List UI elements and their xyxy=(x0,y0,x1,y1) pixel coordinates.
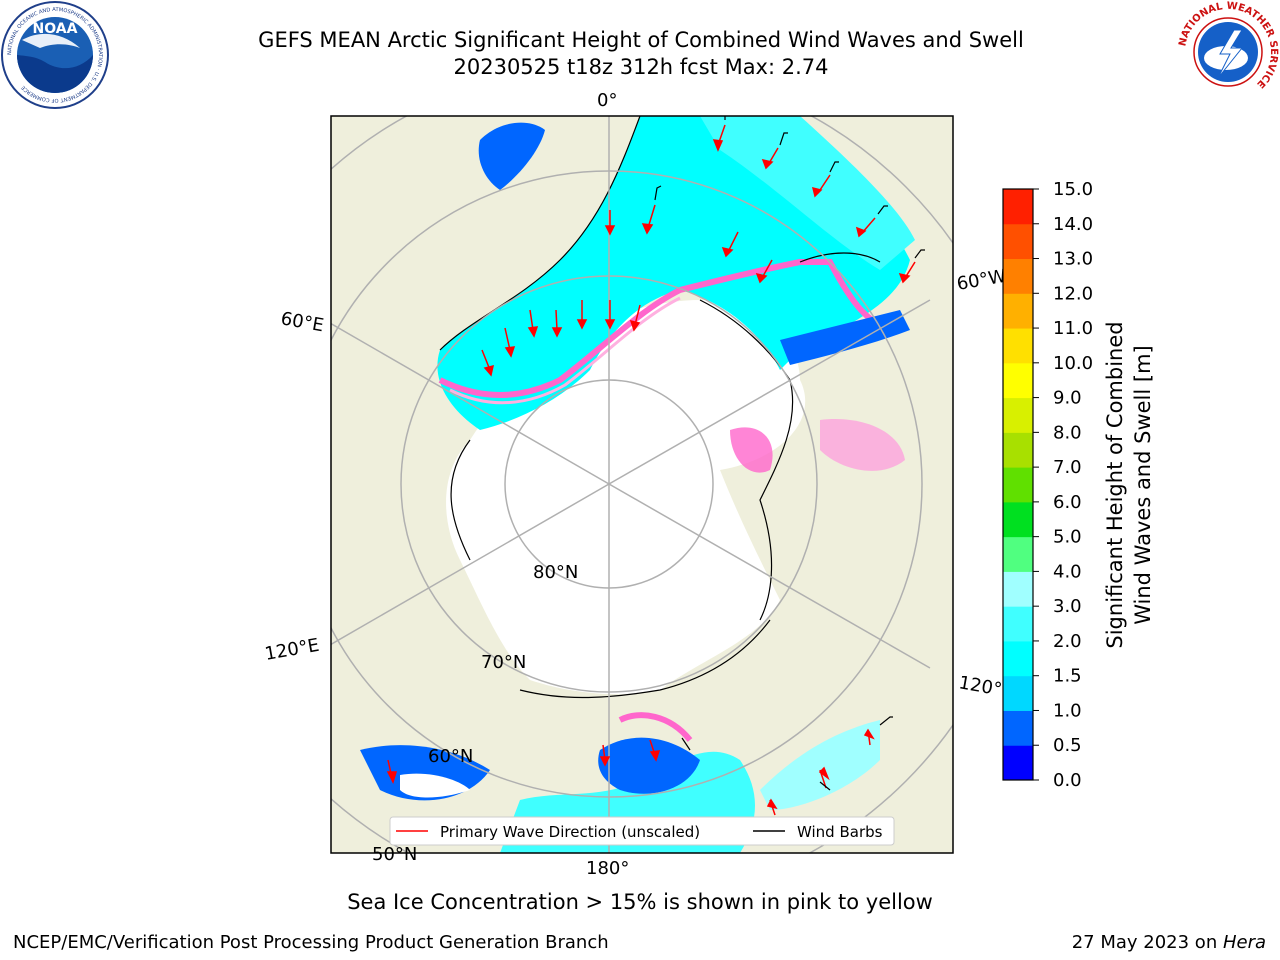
lon-label-120w: 120°W xyxy=(957,672,1021,703)
okhotsk-ice xyxy=(618,712,693,742)
colorbar-tick-label: 0.0 xyxy=(1053,770,1082,791)
map-frame xyxy=(330,115,954,854)
colorbar-segment xyxy=(1003,710,1033,746)
coastline xyxy=(439,116,881,699)
wave-direction-arrows xyxy=(386,124,916,816)
colorbar-tick-label: 6.0 xyxy=(1053,492,1082,513)
lon-label-60w: 60°W xyxy=(955,266,1008,295)
meridians xyxy=(331,116,931,853)
arctic-ocean-white xyxy=(446,300,806,695)
colorbar-segment xyxy=(1003,397,1033,433)
colorbar-segment xyxy=(1003,536,1033,572)
hudson-ice xyxy=(730,427,773,473)
colorbar-segment xyxy=(1003,640,1033,677)
colorbar-segment xyxy=(1003,675,1033,711)
map-title-line2: 20230525 t18z 312h fcst Max: 2.74 xyxy=(453,55,829,79)
north-pacific-waves xyxy=(760,720,880,810)
colorbar-tick-label: 2.0 xyxy=(1053,631,1082,652)
colorbar-tick-label: 0.5 xyxy=(1053,735,1082,756)
nws-logo-icon: NATIONAL WEATHER SERVICE xyxy=(1177,1,1279,102)
colorbar-segment xyxy=(1003,189,1033,225)
noaa-logo-icon: NOAA NATIONAL OCEANIC AND ATMOSPHERIC AD… xyxy=(1,1,109,109)
colorbar-segment xyxy=(1003,745,1033,781)
atlantic-waves xyxy=(437,116,910,430)
colorbar-tick-label: 14.0 xyxy=(1053,214,1093,235)
baffin-waves xyxy=(780,310,910,365)
svg-text:NOAA: NOAA xyxy=(33,21,78,37)
hudson-bay-inner xyxy=(400,773,470,798)
lat-label-50n: 50°N xyxy=(372,844,417,865)
colorbar-label-line1: Significant Height of Combined xyxy=(1103,321,1127,648)
colorbar-label-line2: Wind Waves and Swell [m] xyxy=(1131,345,1155,625)
footer-branch: NCEP/EMC/Verification Post Processing Pr… xyxy=(13,932,609,953)
ice-edge-atlantic-inner xyxy=(449,296,681,405)
graticule-labels: 80°N 70°N 60°N 50°N 0° 60°E 120°E 180° 1… xyxy=(263,90,1021,879)
lon-label-60e: 60°E xyxy=(279,308,325,336)
lat-label-60n: 60°N xyxy=(428,746,473,767)
lon-label-120e: 120°E xyxy=(263,635,321,665)
colorbar-tick-label: 1.0 xyxy=(1053,700,1082,721)
footer-machine: Hera xyxy=(1222,932,1266,953)
colorbar-tick-label: 8.0 xyxy=(1053,422,1082,443)
lat-label-80n: 80°N xyxy=(533,562,578,583)
wind-barbs xyxy=(654,116,925,791)
colorbar-segment xyxy=(1003,328,1033,364)
colorbar-frame xyxy=(1002,188,1034,781)
colorbar-tick-label: 4.0 xyxy=(1053,561,1082,582)
hudson-bay-waves xyxy=(360,745,490,801)
colorbar-tick-label: 12.0 xyxy=(1053,283,1093,304)
colorbar-tick-label: 9.0 xyxy=(1053,388,1082,409)
colorbar-tick-label: 11.0 xyxy=(1053,318,1093,339)
parallel-70n xyxy=(400,275,818,693)
colorbar-tick-label: 10.0 xyxy=(1053,353,1093,374)
parallel-80n xyxy=(504,379,714,589)
baltic-waves xyxy=(478,122,545,190)
map-legend xyxy=(389,816,895,846)
legend-wind-barbs: Wind Barbs xyxy=(797,823,883,841)
footer-date: 27 May 2023 on Hera xyxy=(1071,932,1266,953)
colorbar-segment xyxy=(1003,362,1033,399)
colorbar-segment xyxy=(1003,432,1033,468)
legend-primary-wave: Primary Wave Direction (unscaled) xyxy=(440,823,700,841)
colorbar-segment xyxy=(1003,571,1033,607)
colorbar-tick-label: 5.0 xyxy=(1053,527,1082,548)
parallel-60n xyxy=(331,170,923,798)
colorbar-tick-label: 3.0 xyxy=(1053,596,1082,617)
colorbar-tick-label: 15.0 xyxy=(1053,179,1093,200)
colorbar-tick-label: 13.0 xyxy=(1053,249,1093,270)
colorbar-segment xyxy=(1003,501,1033,538)
colorbar-tick-label: 7.0 xyxy=(1053,457,1082,478)
colorbar-segment xyxy=(1003,606,1033,642)
lat-label-70n: 70°N xyxy=(481,652,526,673)
parallel-50n xyxy=(331,116,953,853)
colorbar-segment xyxy=(1003,223,1033,260)
colorbar-segment xyxy=(1003,467,1033,503)
sea-ice-caption: Sea Ice Concentration > 15% is shown in … xyxy=(347,890,933,914)
bering-waves xyxy=(500,751,755,853)
colorbar-segment xyxy=(1003,293,1033,329)
colorbar-segment xyxy=(1003,258,1033,294)
atlantic-waves-light xyxy=(700,116,915,270)
map-title-line1: GEFS MEAN Arctic Significant Height of C… xyxy=(258,28,1024,52)
hudson-ice-2 xyxy=(820,419,905,471)
okhotsk-waves xyxy=(598,737,700,794)
lon-label-180: 180° xyxy=(586,858,629,879)
ice-edge-atlantic xyxy=(438,259,901,398)
lon-label-0: 0° xyxy=(597,90,617,111)
colorbar-tick-label: 1.5 xyxy=(1053,666,1082,687)
land-background xyxy=(331,116,953,853)
